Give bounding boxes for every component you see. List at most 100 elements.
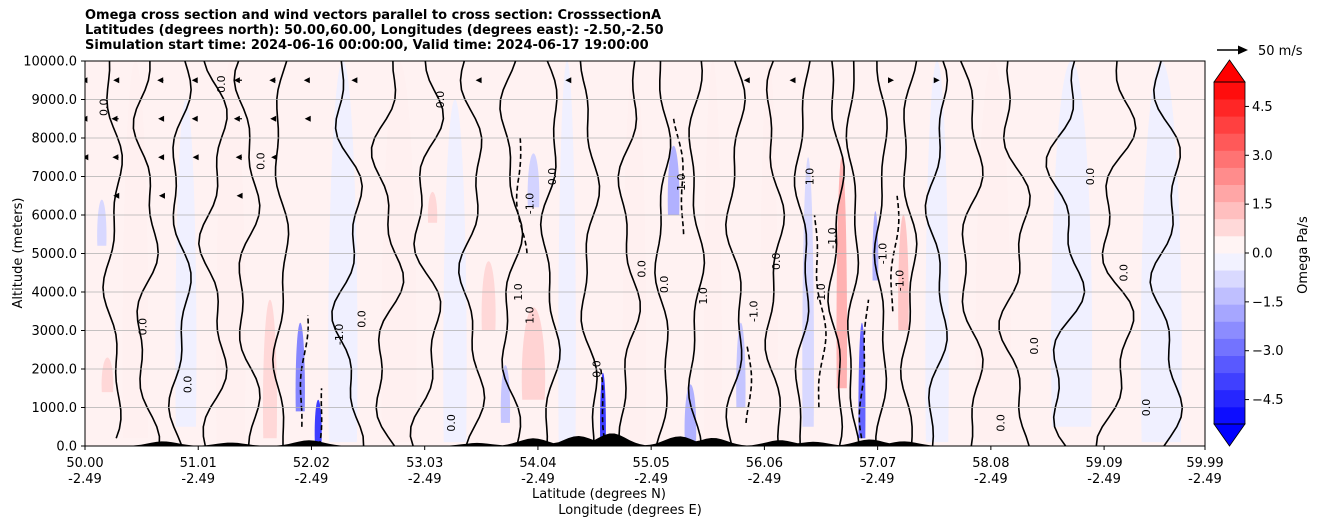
wind-vector-1 <box>85 115 88 122</box>
colorbar-segment-13 <box>1214 184 1245 203</box>
colorbar-segment-3 <box>1214 355 1245 374</box>
omega-band-19 <box>667 145 680 215</box>
contour-line-28 <box>858 299 870 439</box>
x-tick-label-lon-3: -2.49 <box>408 472 442 487</box>
wind-vector-head <box>475 77 482 84</box>
colorbar-segment-4 <box>1214 338 1245 356</box>
colorbar-tick-label-3: 0.0 <box>1252 247 1273 262</box>
contour-label-12: 0.0 <box>546 168 559 186</box>
wind-vector-22 <box>304 115 311 122</box>
wind-vector-head <box>157 77 164 84</box>
wind-vector-head <box>789 77 796 84</box>
chart-title: Omega cross section and wind vectors par… <box>85 8 664 53</box>
contour-label-14: 0.0 <box>636 260 649 278</box>
wind-vector-7 <box>157 77 164 84</box>
colorbar-segment-0 <box>1214 406 1245 425</box>
wind-vector-20 <box>271 154 278 161</box>
wind-vector-head <box>933 77 940 84</box>
contour-label-15: 0.0 <box>658 276 671 294</box>
quiver-key: 50 m/s <box>1217 44 1303 59</box>
x-tick-label-lon-6: -2.49 <box>748 472 782 487</box>
omega-band-29 <box>925 61 949 443</box>
title-line-3: Simulation start time: 2024-06-16 00:00:… <box>85 38 649 53</box>
colorbar-tick-label-4: 1.5 <box>1252 198 1273 213</box>
contour-line-13 <box>515 137 528 254</box>
wind-vector-2 <box>85 154 89 161</box>
colorbar-segment-15 <box>1214 150 1245 168</box>
wind-vector-head <box>113 192 120 199</box>
contour-label-26: 0.0 <box>1028 337 1041 355</box>
x-axis-label-lat: Latitude (degrees N) <box>532 487 666 502</box>
title-line-2: Latitudes (degrees north): 50.00,60.00, … <box>85 23 664 38</box>
colorbar-segment-7 <box>1214 287 1245 305</box>
omega-band-1 <box>101 357 114 393</box>
wind-vector-19 <box>270 115 277 122</box>
wind-vector-head <box>191 115 198 122</box>
contour-label-18: -1.0 <box>748 301 761 322</box>
x-tick-label-lat-10: 59.99 <box>1186 456 1223 471</box>
contour-line-0 <box>102 61 124 439</box>
colorbar-segment-12 <box>1214 201 1245 220</box>
colorbar-tick-label-5: 3.0 <box>1252 149 1273 164</box>
colorbar-segment-2 <box>1214 372 1245 391</box>
wind-vector-26 <box>743 77 750 84</box>
wind-vector-5 <box>112 154 119 161</box>
omega-band-16 <box>558 61 576 443</box>
wind-vector-4 <box>111 115 119 122</box>
wind-vector-9 <box>158 154 165 161</box>
omega-band-32 <box>1140 61 1182 443</box>
contour-label-13: 0.0 <box>591 360 604 378</box>
y-tick-label-6: 6000.0 <box>32 209 78 224</box>
colorbar-extend-max <box>1213 59 1246 83</box>
y-tick-label-4: 4000.0 <box>32 286 78 301</box>
y-tick-label-5: 5000.0 <box>32 247 78 262</box>
x-tick-label-lon-5: -2.49 <box>634 472 668 487</box>
wind-vector-25 <box>565 77 572 84</box>
wind-vector-head <box>351 77 358 84</box>
x-tick-label-lat-6: 56.06 <box>746 456 783 471</box>
x-tick-label-lon-2: -2.49 <box>295 472 329 487</box>
omega-band-15 <box>527 153 540 208</box>
wind-vector-head <box>303 77 310 84</box>
colorbar-label: Omega Pa/s <box>1296 216 1311 294</box>
wind-vector-head <box>235 154 242 161</box>
wind-vector-head <box>85 115 88 122</box>
omega-band-31 <box>1051 61 1093 427</box>
contour-label-29: 0.0 <box>1140 399 1153 417</box>
x-tick-label-lat-8: 58.08 <box>972 456 1009 471</box>
quiver-key-arrowhead <box>1238 45 1248 55</box>
colorbar-segment-14 <box>1214 167 1245 185</box>
contour-label-7: 0.0 <box>434 91 447 109</box>
colorbar-tick-label-2: −1.5 <box>1252 295 1284 310</box>
y-tick-label-7: 7000.0 <box>32 170 78 185</box>
contour-line-6 <box>299 315 309 427</box>
contour-label-22: -1.0 <box>826 227 839 248</box>
colorbar-segment-19 <box>1214 82 1245 100</box>
contour-label-11: -1.0 <box>523 193 536 214</box>
wind-vector-head <box>304 115 311 122</box>
contour-label-4: 0.0 <box>254 152 267 170</box>
wind-vector-11 <box>191 77 198 84</box>
wind-vector-head <box>233 77 240 84</box>
omega-band-6 <box>295 322 305 412</box>
omega-band-11 <box>443 99 467 443</box>
wind-vector-3 <box>113 77 120 84</box>
colorbar-segment-6 <box>1214 304 1245 322</box>
omega-band-8 <box>328 61 358 443</box>
title-line-1: Omega cross section and wind vectors par… <box>85 8 662 23</box>
omega-band-26 <box>858 322 866 439</box>
y-tick-label-0: 0.0 <box>56 440 77 455</box>
x-axis-label-lon: Longitude (degrees E) <box>558 503 702 518</box>
x-tick-label-lon-10: -2.49 <box>1188 472 1222 487</box>
contour-label-0: 0.0 <box>97 98 110 116</box>
wind-vector-18 <box>269 77 276 84</box>
wind-vector-24 <box>475 77 482 84</box>
wind-vector-6 <box>113 192 120 199</box>
contour-line-7 <box>318 388 323 446</box>
wind-vector-head <box>158 154 165 161</box>
wind-vector-head <box>192 154 199 161</box>
colorbar-segment-9 <box>1214 253 1245 271</box>
wind-vector-23 <box>351 77 358 84</box>
omega-band-9 <box>381 61 417 443</box>
x-tick-label-lon-8: -2.49 <box>974 472 1008 487</box>
